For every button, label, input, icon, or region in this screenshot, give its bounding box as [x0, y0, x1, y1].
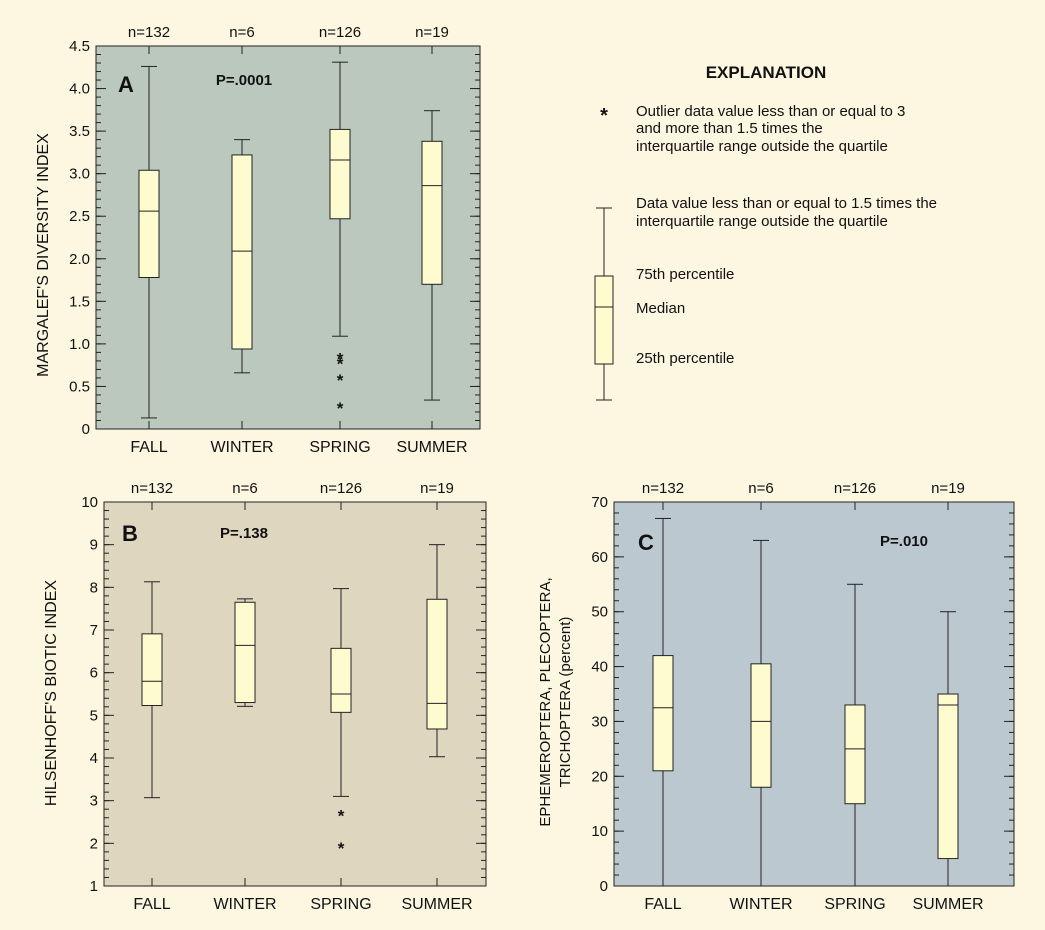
legend-q3-label: 75th percentile: [636, 266, 734, 283]
panel-b-y-tick-label: 10: [81, 494, 98, 511]
panel-b-category-label: WINTER: [213, 896, 276, 913]
outlier-description-line2: and more than 1.5 times the: [636, 120, 823, 137]
panel-a-n-label: n=132: [128, 24, 170, 41]
panel-a-plot-area: [95, 45, 481, 430]
panel-a-outlier-point: *: [337, 399, 344, 418]
panel-a-box: [329, 128, 351, 220]
panel-b-box: [330, 647, 352, 713]
panel-c-y-tick-label: 20: [591, 768, 608, 785]
panel-c-y-tick-label: 50: [591, 604, 608, 621]
panel-c-letter: C: [638, 530, 654, 555]
panel-b-box: [426, 598, 448, 730]
panel-c-box: [937, 693, 959, 860]
panel-b-y-tick-label: 4: [90, 750, 98, 767]
panel-c-category-label: WINTER: [729, 896, 792, 913]
panel-a-y-tick-label: 3.0: [69, 166, 90, 183]
panel-b-n-label: n=19: [420, 480, 454, 497]
panel-c-y-tick-label: 0: [600, 878, 608, 895]
panel-b-y-tick-label: 7: [90, 622, 98, 639]
panel-a-box: [138, 169, 160, 279]
panel-a-box: [231, 154, 253, 350]
panel-a-y-tick-label: 2.0: [69, 251, 90, 268]
panel-c-ylabel-line2: TRICHOPTERA (percent): [557, 617, 574, 788]
panel-b-category-label: SPRING: [310, 896, 371, 913]
panel-c-y-tick-label: 30: [591, 713, 608, 730]
legend-box: [594, 275, 614, 365]
panel-b-y-tick-label: 6: [90, 665, 98, 682]
panel-b-n-label: n=126: [320, 480, 362, 497]
panel-a-y-tick-label: 3.5: [69, 123, 90, 140]
panel-b-y-tick-label: 5: [90, 707, 98, 724]
panel-c-n-label: n=126: [834, 480, 876, 497]
panel-c-n-label: n=6: [748, 480, 773, 497]
panel-c-n-label: n=19: [931, 480, 965, 497]
panel-a-chart: MARGALEF'S DIVERSITY INDEX 0 0.5 1.0 1.5 2.0…: [35, 24, 481, 456]
explanation-title: EXPLANATION: [706, 63, 827, 82]
panel-c-category-label: SUMMER: [912, 896, 983, 913]
panel-b-outlier-point: *: [338, 807, 345, 826]
panel-a-y-tick-label: 1.5: [69, 293, 90, 310]
panel-a-y-tick-label: 2.5: [69, 208, 90, 225]
panel-b-ylabel: HILSENHOFF'S BIOTIC INDEX: [43, 580, 60, 807]
panel-b-y-tick-label: 2: [90, 835, 98, 852]
panel-b-category-label: SUMMER: [401, 896, 472, 913]
panel-a-category-label: WINTER: [210, 439, 273, 456]
panel-b-letter: B: [122, 521, 138, 546]
panel-a-y-tick-label: 1.0: [69, 336, 90, 353]
panel-c-category-label: FALL: [644, 896, 681, 913]
whisker-description-line2: interquartile range outside the quartile: [636, 213, 888, 230]
panel-b-n-label: n=6: [232, 480, 257, 497]
whisker-description-line1: Data value less than or equal to 1.5 tim…: [636, 195, 937, 212]
outlier-asterisk-icon: *: [600, 105, 608, 127]
panel-b-y-tick-label: 8: [90, 579, 98, 596]
panel-c-box: [844, 704, 866, 805]
panel-c-p-value: P=.010: [880, 533, 928, 550]
panel-a-y-tick-label: 0.5: [69, 378, 90, 395]
panel-a-category-label: SPRING: [309, 439, 370, 456]
panel-c-y-tick-label: 60: [591, 549, 608, 566]
panel-b-box: [141, 633, 163, 707]
panel-b-y-tick-label: 1: [90, 878, 98, 895]
panel-a-y-tick-label: 4.5: [69, 38, 90, 55]
panel-b-box: [234, 601, 256, 704]
panel-c-chart: EPHEMEROPTERA, PLECOPTERA, TRICHOPTERA (…: [537, 480, 1015, 913]
panel-a-letter: A: [118, 72, 134, 97]
panel-a-category-label: FALL: [130, 439, 167, 456]
panel-a-y-tick-label: 4.0: [69, 81, 90, 98]
panel-a-outlier-point: *: [337, 371, 344, 390]
panel-a-y-tick-label: 0: [82, 421, 90, 438]
panel-b-y-tick-label: 3: [90, 793, 98, 810]
panel-a-n-label: n=126: [319, 24, 361, 41]
panel-a-category-label: SUMMER: [396, 439, 467, 456]
panel-c-category-label: SPRING: [824, 896, 885, 913]
panel-a-outlier-point: *: [337, 355, 344, 374]
panel-b-plot-area: [103, 501, 487, 887]
panel-c-box: [652, 655, 674, 772]
panel-a-n-label: n=6: [229, 24, 254, 41]
panel-b-y-tick-label: 9: [90, 537, 98, 554]
panel-b-category-label: FALL: [133, 896, 170, 913]
panel-a-box: [421, 140, 443, 285]
panel-c-box: [750, 663, 772, 788]
panel-c-y-tick-label: 70: [591, 494, 608, 511]
panel-a-ylabel: MARGALEF'S DIVERSITY INDEX: [35, 133, 52, 377]
panel-a-n-label: n=19: [415, 24, 449, 41]
panel-b-chart: HILSENHOFF'S BIOTIC INDEX 1 2 3 4 5 6 7 8 9 10 FAL…: [43, 480, 487, 913]
panel-c-n-label: n=132: [642, 480, 684, 497]
panel-c-y-tick-label: 10: [591, 823, 608, 840]
outlier-description-line1: Outlier data value less than or equal to…: [636, 103, 905, 120]
panel-c-y-tick-label: 40: [591, 659, 608, 676]
outlier-description-line3: interquartile range outside the quartile: [636, 138, 888, 155]
legend-q1-label: 25th percentile: [636, 350, 734, 367]
panel-a-p-value: P=.0001: [216, 72, 272, 89]
panel-b-outlier-point: *: [338, 839, 345, 858]
legend-median-label: Median: [636, 300, 685, 317]
panel-b-n-label: n=132: [131, 480, 173, 497]
panel-a-outlier-point: *: [337, 350, 344, 369]
panel-b-p-value: P=.138: [220, 525, 268, 542]
panel-c-ylabel-line1: EPHEMEROPTERA, PLECOPTERA,: [537, 577, 554, 826]
explanation-legend: EXPLANATION * Outlier data value less th…: [594, 63, 937, 401]
